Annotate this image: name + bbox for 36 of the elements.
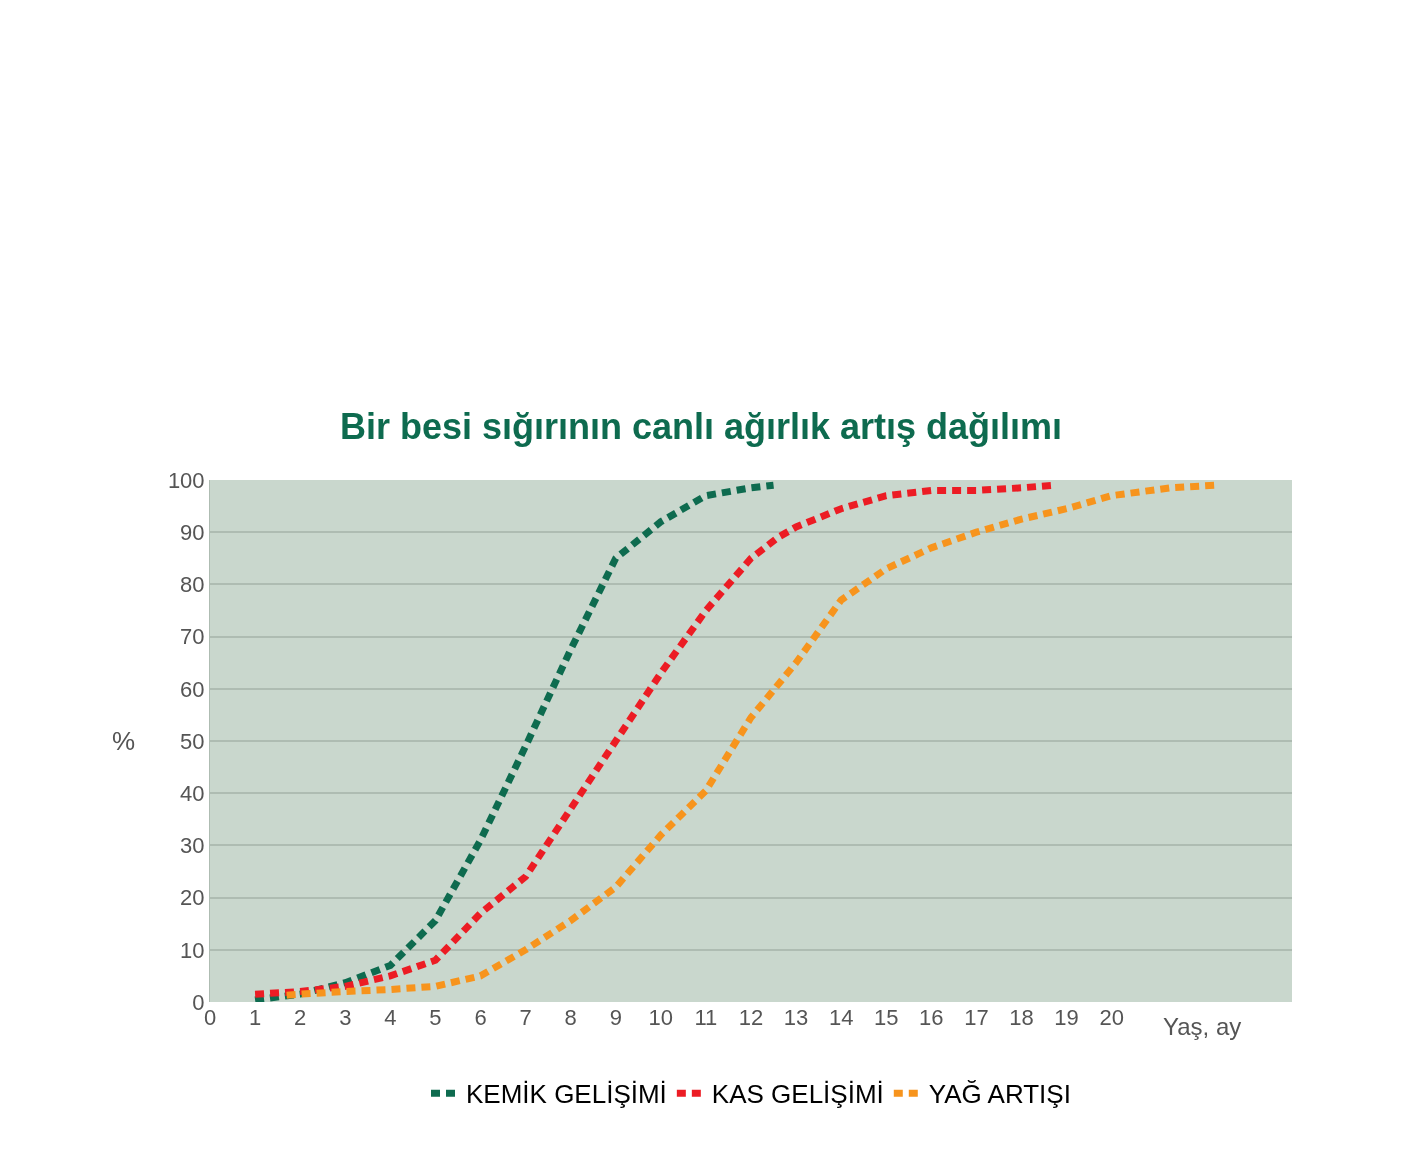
x-tick-label: 17 [964, 1005, 989, 1030]
y-tick-label: 70 [180, 624, 205, 650]
x-tick-label: 14 [828, 1005, 854, 1030]
x-tick-label: 19 [1054, 1005, 1079, 1030]
x-tick-label: 15 [874, 1005, 899, 1030]
y-tick-label: 60 [180, 676, 205, 702]
x-tick-label: 1 [248, 1005, 262, 1030]
y-tick-label: 80 [180, 572, 205, 598]
x-tick-label: 9 [609, 1005, 622, 1030]
x-tick-label: 18 [1009, 1005, 1034, 1030]
x-tick-label: 8 [564, 1005, 577, 1030]
y-tick-label: 20 [180, 885, 205, 911]
x-tick-label: 12 [738, 1005, 764, 1030]
y-axis-title: % [112, 726, 136, 756]
x-tick-label: 7 [519, 1005, 532, 1030]
x-tick-label: 10 [648, 1005, 674, 1030]
x-tick-label: 4 [384, 1005, 397, 1030]
x-tick-label: 6 [474, 1005, 487, 1030]
y-tick-label: 40 [180, 780, 205, 806]
x-tick-label: 5 [429, 1005, 442, 1030]
x-tick-label: 16 [919, 1005, 944, 1030]
x-axis-title: Yaş, ay [1163, 1013, 1242, 1040]
legend-label: KEMİK GELİŞİMİ [466, 1079, 667, 1110]
y-tick-label: 90 [180, 519, 205, 545]
chart-title: Bir besi sığırının canlı ağırlık artış dağılımı [339, 405, 1063, 447]
x-tick-label: 11 [694, 1005, 718, 1030]
y-tick-label: 10 [180, 937, 205, 963]
y-tick-label: 100 [167, 467, 205, 493]
x-tick-label: 3 [339, 1005, 352, 1030]
x-tick-label: 20 [1099, 1005, 1124, 1030]
x-tick-label: 2 [294, 1005, 307, 1030]
x-tick-label: 13 [783, 1005, 809, 1030]
y-tick-label: 50 [180, 728, 205, 754]
legend-label: KAS GELİŞİMİ [711, 1079, 884, 1110]
y-tick-label: 30 [180, 833, 205, 859]
legend-label: YAĞ ARTIŞI [928, 1079, 1071, 1110]
